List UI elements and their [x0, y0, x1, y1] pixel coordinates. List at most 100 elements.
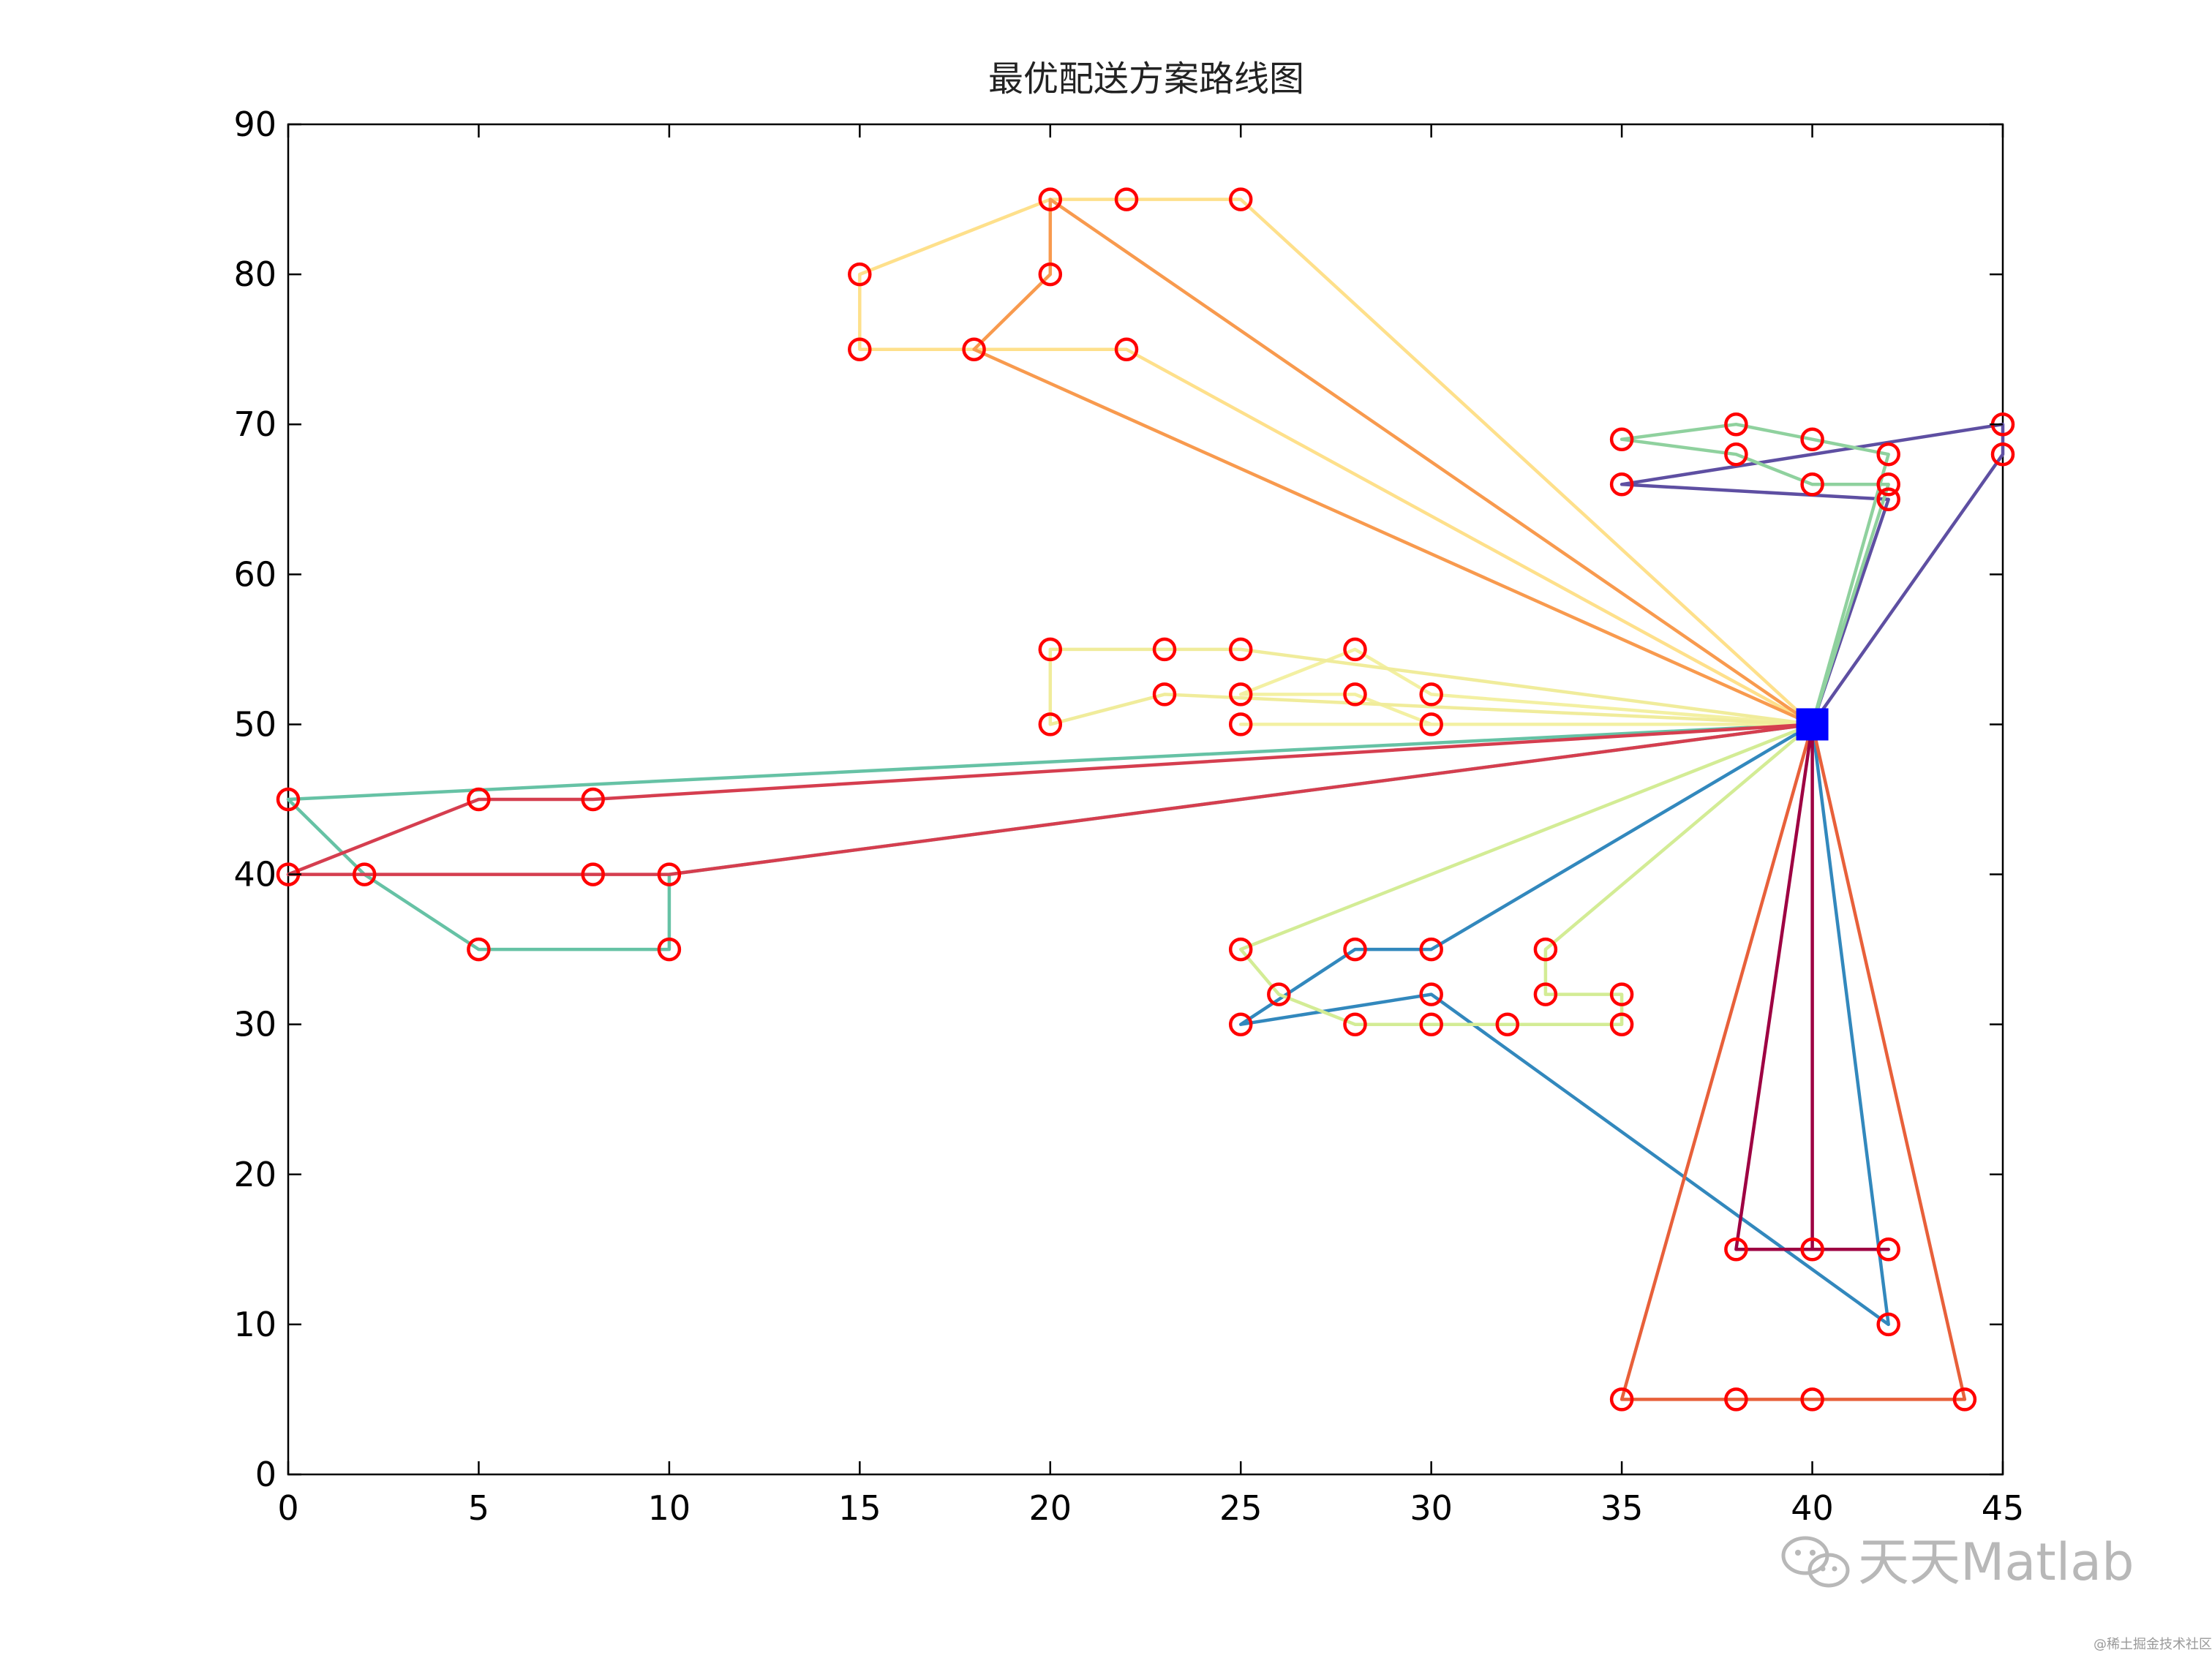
- route-line-10: [1620, 723, 1967, 1401]
- customer-marker: [1343, 682, 1367, 706]
- customer-marker: [1152, 637, 1177, 662]
- route-line-7: [1048, 647, 1814, 726]
- depot-marker: [1796, 708, 1829, 741]
- y-tick-label: 0: [255, 1455, 276, 1494]
- customer-marker: [581, 862, 605, 886]
- customer-marker: [1228, 637, 1253, 662]
- customer-marker: [1228, 712, 1253, 736]
- customer-marker: [1228, 1012, 1253, 1036]
- customer-marker: [848, 262, 872, 287]
- customer-marker: [1152, 682, 1177, 706]
- customer-marker: [1419, 982, 1443, 1006]
- customer-marker: [1228, 187, 1253, 211]
- route-line-4: [1620, 422, 1890, 726]
- customer-marker: [848, 337, 872, 361]
- customer-marker: [1990, 442, 2015, 467]
- customer-marker: [1267, 982, 1291, 1006]
- customer-marker: [1800, 1237, 1824, 1262]
- customer-marker: [1724, 442, 1748, 467]
- customer-marker: [657, 862, 682, 886]
- customer-marker: [1114, 187, 1139, 211]
- customer-marker: [1724, 1387, 1748, 1412]
- route-line-12: [1734, 723, 1890, 1251]
- watermark-brand: 天天Matlab: [1858, 1532, 2134, 1592]
- route-line-5: [1238, 723, 1814, 1026]
- wechat-icon: [1781, 1536, 1850, 1588]
- y-tick-label: 50: [233, 704, 276, 744]
- customer-marker: [1038, 262, 1063, 287]
- x-tick-label: 30: [1410, 1488, 1453, 1528]
- customer-marker: [1343, 937, 1367, 962]
- customer-marker: [1876, 1312, 1900, 1337]
- depot-layer: [1796, 708, 1829, 741]
- y-tick-label: 60: [233, 554, 276, 594]
- x-tick-label: 5: [468, 1488, 489, 1528]
- customer-marker: [467, 937, 491, 962]
- customer-marker: [1800, 427, 1824, 451]
- customer-marker: [657, 937, 682, 962]
- customer-marker: [1533, 982, 1558, 1006]
- route-line-2: [1238, 723, 1890, 1327]
- customer-marker: [1495, 1012, 1520, 1036]
- y-tick-label: 80: [233, 255, 276, 294]
- watermark-credit: @稀土掘金技术社区: [2094, 1637, 2212, 1652]
- y-tick-label: 10: [233, 1305, 276, 1344]
- y-tick-label: 70: [233, 404, 276, 444]
- customer-markers: [276, 187, 2015, 1412]
- x-tick-label: 10: [648, 1488, 691, 1528]
- customer-marker: [962, 337, 986, 361]
- customer-marker: [1609, 472, 1634, 497]
- route-line-6: [1238, 647, 1814, 726]
- x-tick-label: 25: [1219, 1488, 1263, 1528]
- customer-marker: [1724, 412, 1748, 437]
- customer-marker: [1533, 937, 1558, 962]
- route-line-1: [1620, 422, 2005, 726]
- customer-marker: [1609, 427, 1634, 451]
- customer-marker: [352, 862, 377, 886]
- x-tick-label: 40: [1791, 1488, 1834, 1528]
- customer-marker: [1876, 1237, 1900, 1262]
- customer-marker: [1038, 712, 1063, 736]
- customer-marker: [1800, 472, 1824, 497]
- y-tick-label: 90: [233, 105, 276, 144]
- x-tick-label: 15: [838, 1488, 881, 1528]
- customer-marker: [1038, 637, 1063, 662]
- customer-marker: [276, 787, 301, 812]
- x-tick-label: 45: [1982, 1488, 2025, 1528]
- route-line-9: [972, 197, 1814, 726]
- y-tick-label: 30: [233, 1005, 276, 1044]
- customer-marker: [1419, 1012, 1443, 1036]
- x-tick-label: 0: [277, 1488, 298, 1528]
- customer-marker: [1800, 1387, 1824, 1412]
- customer-marker: [467, 787, 491, 812]
- customer-marker: [1876, 442, 1900, 467]
- customer-marker: [1343, 637, 1367, 662]
- customer-marker: [1952, 1387, 1977, 1412]
- customer-marker: [1228, 937, 1253, 962]
- customer-marker: [1419, 682, 1443, 706]
- customer-marker: [1038, 187, 1063, 211]
- chart-title: 最优配送方案路线图: [988, 59, 1304, 99]
- customer-marker: [1343, 1012, 1367, 1036]
- route-line-8: [858, 197, 1814, 726]
- customer-marker: [1419, 937, 1443, 962]
- x-tick-label: 20: [1029, 1488, 1072, 1528]
- y-tick-label: 20: [233, 1155, 276, 1194]
- route-line-11: [286, 723, 1814, 876]
- routes-layer: [286, 197, 2005, 1401]
- axis-ticks: 0 5 10 15 20 25 30 35 40 45 0 10 20 30 40 50 60 70 80 90: [233, 105, 2024, 1528]
- y-tick-label: 40: [233, 855, 276, 894]
- customer-marker: [1876, 487, 1900, 512]
- customer-marker: [1114, 337, 1139, 361]
- customer-marker: [581, 787, 605, 812]
- customer-marker: [1724, 1237, 1748, 1262]
- x-tick-label: 35: [1600, 1488, 1644, 1528]
- customer-marker: [1419, 712, 1443, 736]
- customer-marker: [1609, 1387, 1634, 1412]
- customer-marker: [1876, 472, 1900, 497]
- customer-marker: [1609, 1012, 1634, 1036]
- customer-marker: [1228, 682, 1253, 706]
- watermark: 天天Matlab @稀土掘金技术社区: [1781, 1532, 2212, 1652]
- customer-marker: [1609, 982, 1634, 1006]
